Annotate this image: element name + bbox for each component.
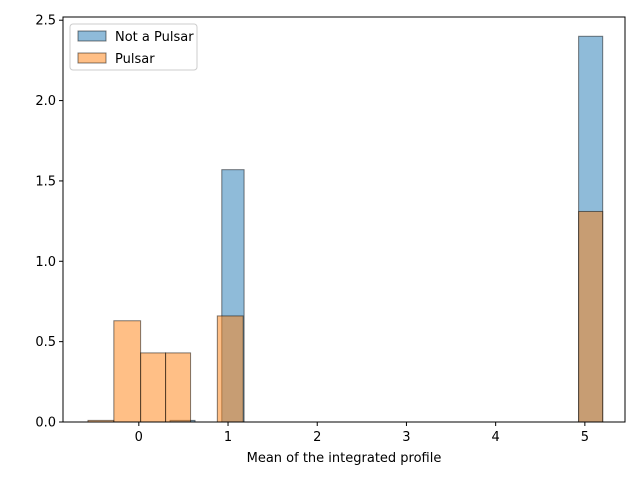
x-tick-label: 4 (492, 430, 500, 445)
legend-swatch-not-a-pulsar (77, 30, 107, 42)
bar-pulsar-2 (140, 352, 167, 423)
x-tick-label: 5 (581, 430, 589, 445)
x-axis-ticks: 0 1 2 3 4 5 (135, 422, 589, 445)
y-tick-label: 1.5 (35, 174, 56, 189)
bar-pulsar-3 (165, 352, 192, 423)
legend: Not a Pulsar Pulsar (69, 23, 198, 71)
y-tick-label: 2.0 (35, 94, 56, 109)
bar-pulsar-5 (578, 210, 604, 423)
x-tick-label: 1 (224, 430, 232, 445)
x-tick-label: 0 (135, 430, 143, 445)
y-tick-label: 1.0 (35, 255, 56, 270)
legend-swatch-pulsar (77, 52, 107, 64)
x-tick-label: 3 (402, 430, 410, 445)
x-tick-label: 2 (313, 430, 321, 445)
bar-pulsar-1 (113, 320, 142, 423)
y-tick-label: 2.5 (35, 14, 56, 29)
y-tick-label: 0.0 (35, 416, 56, 431)
legend-label-not-a-pulsar: Not a Pulsar (115, 30, 194, 45)
y-tick-label: 0.5 (35, 335, 56, 350)
y-axis-ticks: 0.0 0.5 1.0 1.5 2.0 2.5 (35, 14, 63, 431)
bar-pulsar-4 (216, 315, 244, 423)
legend-label-pulsar: Pulsar (115, 52, 155, 67)
x-axis-label: Mean of the integrated profile (247, 451, 442, 466)
plot-frame (62, 16, 626, 423)
bars-layer (87, 35, 604, 423)
